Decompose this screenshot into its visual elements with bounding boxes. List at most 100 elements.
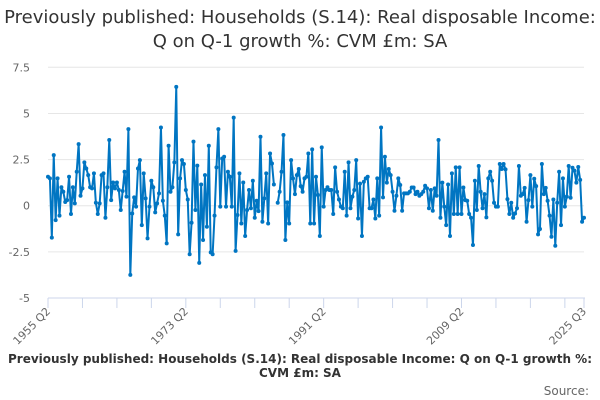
data-point [95,212,100,217]
x-tick-label: 2009 Q2 [424,305,467,348]
data-point [107,138,112,143]
data-point [375,176,380,181]
data-point [202,173,207,178]
data-point [47,176,52,181]
data-point [139,223,144,228]
data-point [530,204,535,209]
data-point [449,171,454,176]
data-point [134,204,139,209]
data-point [275,200,280,205]
data-point [459,212,464,217]
data-point [120,188,125,193]
data-point [448,233,452,238]
data-point [67,174,72,179]
data-point [562,204,567,209]
data-point [260,219,265,224]
data-point [247,188,251,193]
data-point [371,197,376,202]
data-point [76,142,81,147]
data-point [532,176,537,181]
data-point [384,180,389,185]
data-point [241,180,246,185]
data-point [392,208,397,213]
data-point [321,204,326,209]
data-point [157,191,162,196]
data-point [74,169,79,174]
data-point [235,212,240,217]
data-point [398,183,403,188]
data-point [359,233,364,238]
data-point [49,235,54,240]
data-point [180,158,184,163]
data-point [197,260,202,265]
data-point [430,208,435,213]
data-point [113,186,117,191]
data-point [82,160,87,165]
chart-caption: Previously published: Households (S.14):… [7,352,593,380]
data-point [522,185,527,190]
data-point [158,125,163,130]
series-line [47,85,275,276]
data-point [61,189,66,194]
data-point [306,151,311,156]
data-point [183,188,188,193]
data-point [264,171,269,176]
data-point [55,176,60,181]
data-point [369,206,374,211]
data-point [84,166,89,171]
data-point [482,192,487,197]
data-point [354,158,359,163]
data-point [227,174,232,179]
data-point [291,176,296,181]
data-point [65,198,70,203]
data-point [379,125,384,130]
data-point [216,127,221,132]
data-point [172,160,177,165]
data-point [501,162,506,167]
data-point [495,204,500,209]
data-point [245,207,250,212]
data-point [545,198,550,203]
data-point [400,208,405,213]
data-point [281,133,286,138]
data-point [176,232,181,237]
data-point [572,168,577,173]
data-point [346,160,351,165]
data-point [390,189,395,194]
y-tick-label: -5 [19,292,30,305]
data-point [507,212,512,217]
data-point [520,192,525,197]
data-point [137,158,142,163]
data-point [254,198,259,203]
data-point [331,212,336,217]
data-point [229,204,234,209]
data-point [564,194,569,199]
data-point [438,215,443,220]
data-point [490,178,495,183]
data-point [348,206,353,211]
data-point [497,162,502,167]
data-point [103,215,108,220]
data-point [279,169,284,174]
data-point [539,162,544,167]
y-tick-label: 5 [23,107,30,120]
data-point [317,233,322,238]
data-point [580,219,585,224]
chart-title: Previously published: Households (S.14):… [4,7,596,52]
data-point [210,252,215,257]
data-point [451,212,456,217]
data-point [304,174,309,179]
data-point [130,211,135,216]
data-point [239,221,244,226]
data-point [53,218,58,223]
data-point [358,181,363,186]
data-point [214,165,219,170]
data-point [476,164,481,169]
data-point [233,248,238,253]
data-point [101,171,106,176]
data-point [570,165,575,170]
data-point [457,165,462,170]
data-point [145,236,150,241]
data-point [470,243,475,248]
data-point [333,165,338,170]
